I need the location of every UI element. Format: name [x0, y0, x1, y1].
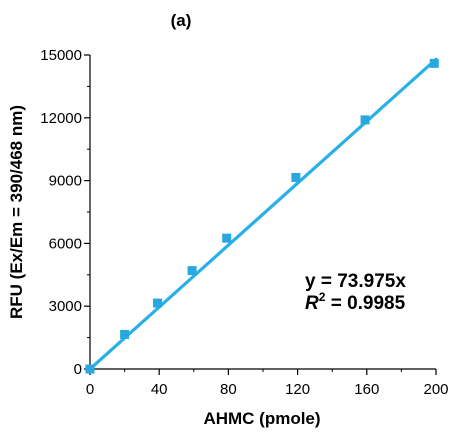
y-tick-label: 3000 — [49, 298, 82, 315]
r-squared-label: R2 = 0.9985 — [305, 290, 406, 314]
x-tick-label: 200 — [423, 381, 448, 398]
x-axis-title: AHMC (pmole) — [203, 409, 320, 428]
data-point — [222, 233, 232, 243]
data-point — [85, 364, 95, 374]
data-point — [152, 298, 162, 308]
trendline — [88, 57, 438, 371]
equation-label: y = 73.975x — [305, 271, 406, 292]
data-point — [360, 115, 370, 125]
y-tick-label: 15000 — [40, 47, 82, 64]
x-tick-label: 0 — [86, 381, 94, 398]
y-axis-title: RFU (Ex/Em = 390/468 nm) — [7, 105, 26, 319]
data-point — [291, 172, 301, 182]
x-tick-label: 40 — [151, 381, 168, 398]
r-squared-symbol: R — [305, 293, 319, 314]
y-tick-label: 12000 — [40, 110, 82, 127]
x-tick-label: 160 — [354, 381, 379, 398]
y-tick-label: 9000 — [49, 173, 82, 190]
x-axis-ticks: 0 40 80 120 160 200 — [86, 369, 449, 398]
y-axis-ticks: 0 3000 6000 9000 12000 15000 — [40, 47, 90, 378]
data-point — [120, 329, 130, 339]
y-tick-label: 6000 — [49, 235, 82, 252]
x-tick-label: 80 — [220, 381, 237, 398]
y-tick-label: 0 — [74, 361, 82, 378]
data-point — [429, 58, 439, 68]
r-squared-value: = 0.9985 — [325, 293, 405, 314]
panel-label: (a) — [171, 11, 192, 30]
data-point — [187, 266, 197, 276]
x-tick-label: 120 — [285, 381, 310, 398]
data-points — [85, 58, 439, 374]
r-squared-superscript: 2 — [319, 290, 326, 304]
